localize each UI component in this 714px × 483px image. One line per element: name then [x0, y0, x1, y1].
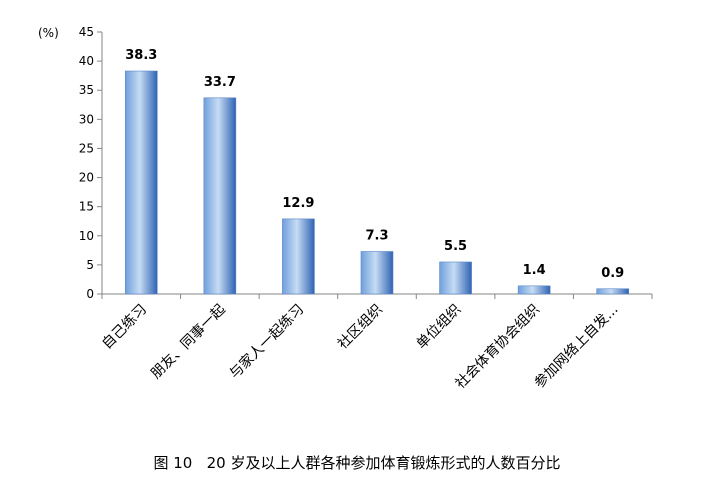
y-tick-label: 5: [86, 258, 94, 272]
category-label: 参加网络上自发...: [531, 301, 622, 392]
category-label: 社区组织: [335, 302, 386, 353]
figure-caption: 图 10 20 岁及以上人群各种参加体育锻炼形式的人数百分比: [153, 454, 561, 472]
y-tick-label: 30: [79, 112, 94, 126]
category-label: 社会体育协会组织: [452, 302, 543, 393]
data-label: 38.3: [125, 48, 157, 63]
y-tick-label: 25: [79, 141, 94, 155]
category-label: 朋友、同事一起: [148, 302, 229, 383]
bar: [203, 97, 237, 295]
data-label: 5.5: [444, 239, 467, 254]
y-unit-label: (%): [38, 26, 59, 40]
bar: [596, 288, 630, 295]
bar: [517, 285, 551, 295]
y-tick-label: 0: [86, 287, 94, 301]
category-label: 自己练习: [99, 302, 150, 353]
category-label: 单位组织: [413, 302, 464, 353]
bar: [439, 261, 472, 295]
bar: [124, 70, 158, 295]
data-label: 12.9: [282, 196, 314, 211]
data-label: 1.4: [523, 263, 546, 278]
bar-chart: (%) 0 5 10 15 20 25 30 35 40 45 38.3 33.7 12.9 7.3 5.…: [38, 25, 653, 393]
bar: [282, 218, 315, 295]
y-tick-label: 20: [79, 171, 94, 185]
bar: [360, 251, 394, 295]
data-label: 33.7: [204, 75, 236, 90]
y-tick-label: 40: [79, 54, 94, 68]
y-tick-label: 15: [79, 200, 94, 214]
y-tick-label: 10: [79, 229, 94, 243]
data-label: 0.9: [601, 266, 624, 281]
y-tick-label: 35: [79, 83, 94, 97]
y-tick-label: 45: [79, 25, 94, 39]
data-label: 7.3: [365, 228, 388, 243]
category-label: 与家人一起练习: [226, 301, 307, 382]
